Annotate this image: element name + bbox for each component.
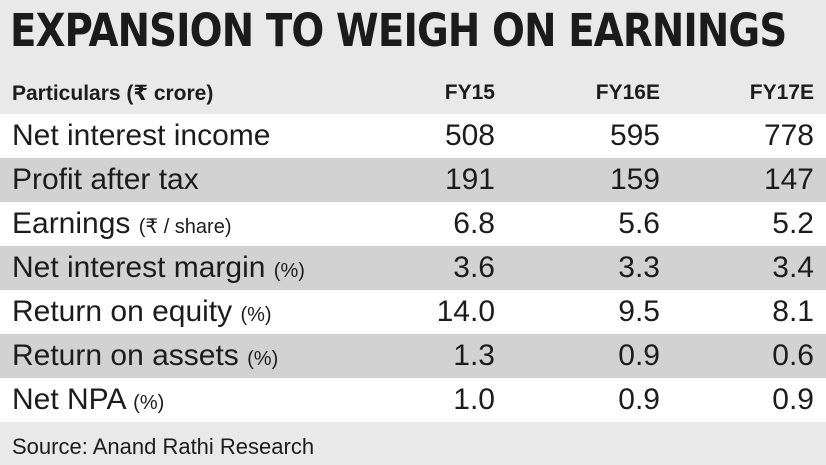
table-row: Net interest income 508 595 778 bbox=[0, 114, 826, 158]
row-label: Return on equity (%) bbox=[12, 295, 272, 329]
cell-fy15: 14.0 bbox=[436, 295, 495, 328]
row-label-text: Net NPA bbox=[12, 383, 125, 416]
cell-fy15: 1.3 bbox=[453, 339, 495, 372]
table-row: Return on equity (%) 14.0 9.5 8.1 bbox=[0, 290, 826, 334]
table-header: Particulars (₹ crore) FY15 FY16E FY17E bbox=[0, 70, 826, 114]
cell-fy17e: 8.1 bbox=[772, 295, 814, 328]
cell-fy16e: 9.5 bbox=[618, 295, 660, 328]
cell-fy16e: 595 bbox=[609, 119, 660, 152]
cell-fy16e: 3.3 bbox=[618, 251, 660, 284]
cell-fy17e: 0.9 bbox=[772, 383, 814, 416]
cell-fy16e: 5.6 bbox=[618, 207, 660, 240]
cell-fy16e: 159 bbox=[609, 163, 660, 196]
header-fy15: FY15 bbox=[444, 81, 495, 104]
row-label-unit: (%) bbox=[133, 392, 165, 414]
cell-fy16e: 0.9 bbox=[618, 339, 660, 372]
row-label-text: Return on equity bbox=[12, 295, 233, 328]
table-row: Profit after tax 191 159 147 bbox=[0, 158, 826, 202]
table-body: Net interest income 508 595 778 Profit a… bbox=[0, 114, 826, 422]
cell-fy17e: 778 bbox=[763, 119, 814, 152]
cell-fy17e: 0.6 bbox=[772, 339, 814, 372]
row-label-text: Net interest income bbox=[12, 119, 271, 152]
cell-fy17e: 5.2 bbox=[772, 207, 814, 240]
table-row: Return on assets (%) 1.3 0.9 0.6 bbox=[0, 334, 826, 378]
row-label: Net interest income bbox=[12, 119, 270, 153]
row-label-text: Earnings bbox=[12, 207, 131, 240]
row-label-text: Return on assets bbox=[12, 339, 239, 372]
header-fy17e: FY17E bbox=[749, 81, 814, 104]
cell-fy15: 191 bbox=[444, 163, 495, 196]
chart-title: EXPANSION TO WEIGH ON EARNINGS bbox=[10, 4, 787, 57]
row-label: Net interest margin (%) bbox=[12, 251, 305, 285]
row-label: Return on assets (%) bbox=[12, 339, 278, 373]
row-label-text: Profit after tax bbox=[12, 163, 199, 196]
table-row: Net interest margin (%) 3.6 3.3 3.4 bbox=[0, 246, 826, 290]
cell-fy15: 1.0 bbox=[453, 383, 495, 416]
table-row: Earnings (₹ / share) 6.8 5.6 5.2 bbox=[0, 202, 826, 246]
row-label-unit: (%) bbox=[240, 304, 272, 326]
cell-fy16e: 0.9 bbox=[618, 383, 660, 416]
row-label: Earnings (₹ / share) bbox=[12, 207, 232, 241]
cell-fy17e: 147 bbox=[763, 163, 814, 196]
cell-fy15: 6.8 bbox=[453, 207, 495, 240]
row-label: Net NPA (%) bbox=[12, 383, 164, 417]
header-fy16e: FY16E bbox=[595, 81, 660, 104]
cell-fy15: 3.6 bbox=[453, 251, 495, 284]
row-label-unit: (₹ / share) bbox=[138, 216, 232, 238]
row-label-unit: (%) bbox=[273, 260, 305, 282]
cell-fy15: 508 bbox=[444, 119, 495, 152]
row-label: Profit after tax bbox=[12, 163, 199, 197]
cell-fy17e: 3.4 bbox=[772, 251, 814, 284]
header-particulars: Particulars (₹ crore) bbox=[12, 82, 214, 105]
source-note: Source: Anand Rathi Research bbox=[12, 434, 315, 459]
table-row: Net NPA (%) 1.0 0.9 0.9 bbox=[0, 378, 826, 422]
row-label-text: Net interest margin bbox=[12, 251, 266, 284]
row-label-unit: (%) bbox=[247, 348, 279, 370]
